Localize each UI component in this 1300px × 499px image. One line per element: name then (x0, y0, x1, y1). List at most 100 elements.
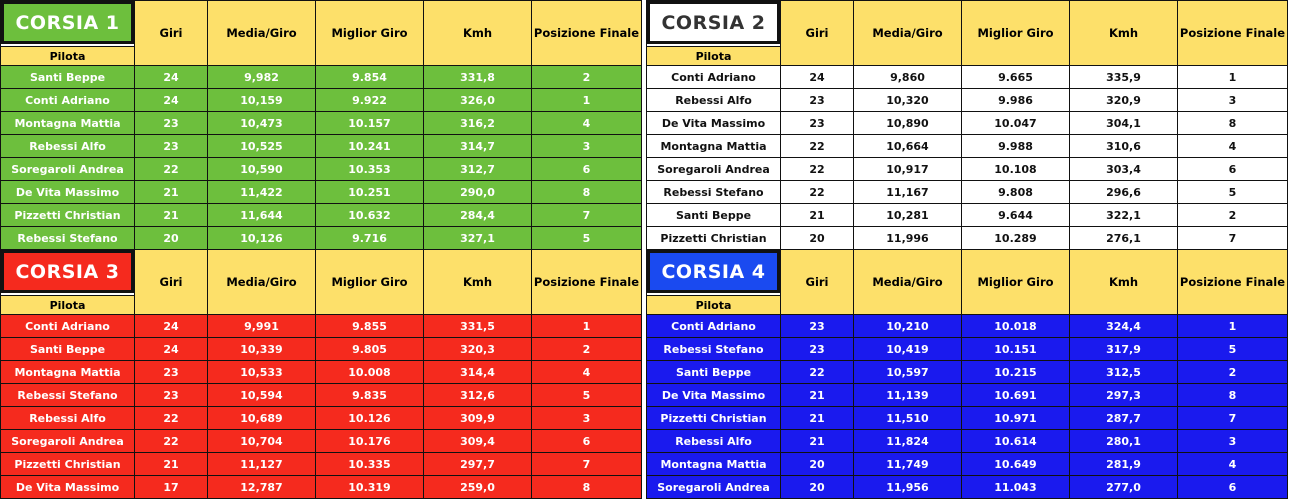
table-row: Montagna Mattia 23 10,473 10.157 316,2 4 (0, 111, 642, 135)
table-row: Soregaroli Andrea 20 11,956 11.043 277,0 6 (646, 475, 1288, 499)
cell-giri: 22 (780, 180, 854, 204)
header-giri: Giri (134, 0, 208, 66)
cell-posizione-finale: 4 (1177, 452, 1288, 476)
cell-kmh: 259,0 (423, 475, 532, 499)
table-row: Rebessi Alfo 23 10,320 9.986 320,9 3 (646, 88, 1288, 112)
cell-posizione-finale: 8 (1177, 383, 1288, 407)
cell-kmh: 276,1 (1069, 226, 1178, 250)
cell-posizione-finale: 1 (531, 88, 642, 112)
cell-media-giro: 12,787 (207, 475, 316, 499)
cell-posizione-finale: 7 (531, 203, 642, 227)
table-row: Pizzetti Christian 21 11,127 10.335 297,7 7 (0, 452, 642, 476)
cell-pilota: Pizzetti Christian (0, 452, 135, 476)
cell-pilota: Rebessi Stefano (0, 383, 135, 407)
header-media-giro: Media/Giro (853, 0, 962, 66)
cell-miglior-giro: 10.691 (961, 383, 1070, 407)
cell-giri: 21 (780, 406, 854, 430)
cell-miglior-giro: 10.632 (315, 203, 424, 227)
cell-giri: 24 (134, 65, 208, 89)
cell-kmh: 287,7 (1069, 406, 1178, 430)
lane-3-results-table: CORSIA 3 Giri Media/Giro Miglior Giro Km… (0, 249, 642, 499)
cell-giri: 21 (134, 180, 208, 204)
lane-title: CORSIA 1 (1, 1, 134, 44)
cell-giri: 23 (780, 314, 854, 338)
cell-posizione-finale: 1 (1177, 314, 1288, 338)
header-miglior-giro: Miglior Giro (315, 0, 424, 66)
cell-miglior-giro: 10.353 (315, 157, 424, 181)
lane-title: CORSIA 4 (647, 250, 780, 293)
cell-posizione-finale: 7 (1177, 226, 1288, 250)
cell-miglior-giro: 10.126 (315, 406, 424, 430)
header-pilota: Pilota (0, 46, 135, 66)
cell-posizione-finale: 2 (531, 65, 642, 89)
cell-pilota: De Vita Massimo (646, 111, 781, 135)
cell-giri: 22 (134, 429, 208, 453)
lane-2-results-table: CORSIA 2 Giri Media/Giro Miglior Giro Km… (646, 0, 1288, 250)
cell-miglior-giro: 10.241 (315, 134, 424, 158)
cell-giri: 21 (780, 429, 854, 453)
cell-giri: 23 (134, 134, 208, 158)
cell-kmh: 312,6 (423, 383, 532, 407)
cell-media-giro: 10,597 (853, 360, 962, 384)
cell-kmh: 316,2 (423, 111, 532, 135)
cell-posizione-finale: 3 (531, 406, 642, 430)
cell-posizione-finale: 7 (1177, 406, 1288, 430)
cell-miglior-giro: 11.043 (961, 475, 1070, 499)
table-row: De Vita Massimo 23 10,890 10.047 304,1 8 (646, 111, 1288, 135)
cell-posizione-finale: 3 (1177, 88, 1288, 112)
cell-pilota: Rebessi Alfo (646, 429, 781, 453)
table-row: Pizzetti Christian 21 11,644 10.632 284,4 7 (0, 203, 642, 227)
cell-kmh: 317,9 (1069, 337, 1178, 361)
cell-kmh: 322,1 (1069, 203, 1178, 227)
cell-posizione-finale: 3 (1177, 429, 1288, 453)
cell-pilota: Soregaroli Andrea (646, 475, 781, 499)
cell-kmh: 312,7 (423, 157, 532, 181)
cell-giri: 20 (780, 475, 854, 499)
cell-kmh: 309,4 (423, 429, 532, 453)
cell-kmh: 327,1 (423, 226, 532, 250)
cell-giri: 22 (780, 157, 854, 181)
cell-miglior-giro: 9.716 (315, 226, 424, 250)
cell-posizione-finale: 8 (531, 180, 642, 204)
header-pilota: Pilota (646, 295, 781, 315)
cell-media-giro: 11,167 (853, 180, 962, 204)
cell-kmh: 312,5 (1069, 360, 1178, 384)
table-row: Pizzetti Christian 20 11,996 10.289 276,1 7 (646, 226, 1288, 250)
cell-giri: 21 (780, 203, 854, 227)
table-row: Soregaroli Andrea 22 10,590 10.353 312,7 6 (0, 157, 642, 181)
cell-pilota: Rebessi Alfo (0, 406, 135, 430)
cell-miglior-giro: 9.835 (315, 383, 424, 407)
cell-pilota: Montagna Mattia (646, 452, 781, 476)
cell-posizione-finale: 5 (531, 383, 642, 407)
cell-kmh: 320,9 (1069, 88, 1178, 112)
cell-media-giro: 10,210 (853, 314, 962, 338)
cell-kmh: 304,1 (1069, 111, 1178, 135)
cell-giri: 21 (134, 452, 208, 476)
table-row: Santi Beppe 24 9,982 9.854 331,8 2 (0, 65, 642, 89)
cell-kmh: 320,3 (423, 337, 532, 361)
table-row: Soregaroli Andrea 22 10,917 10.108 303,4 6 (646, 157, 1288, 181)
cell-miglior-giro: 10.151 (961, 337, 1070, 361)
cell-posizione-finale: 5 (1177, 180, 1288, 204)
cell-posizione-finale: 8 (531, 475, 642, 499)
cell-media-giro: 10,704 (207, 429, 316, 453)
cell-giri: 23 (780, 88, 854, 112)
cell-media-giro: 11,422 (207, 180, 316, 204)
header-media-giro: Media/Giro (207, 0, 316, 66)
cell-media-giro: 10,126 (207, 226, 316, 250)
cell-pilota: Pizzetti Christian (0, 203, 135, 227)
cell-kmh: 303,4 (1069, 157, 1178, 181)
table-row: Santi Beppe 21 10,281 9.644 322,1 2 (646, 203, 1288, 227)
cell-media-giro: 9,991 (207, 314, 316, 338)
cell-media-giro: 10,159 (207, 88, 316, 112)
cell-media-giro: 9,860 (853, 65, 962, 89)
lane-title: CORSIA 3 (1, 250, 134, 293)
cell-miglior-giro: 10.614 (961, 429, 1070, 453)
cell-posizione-finale: 4 (1177, 134, 1288, 158)
cell-media-giro: 10,590 (207, 157, 316, 181)
cell-kmh: 314,4 (423, 360, 532, 384)
cell-media-giro: 11,749 (853, 452, 962, 476)
cell-giri: 24 (134, 88, 208, 112)
header-posizione-finale: Posizione Finale (1177, 0, 1288, 66)
cell-miglior-giro: 9.922 (315, 88, 424, 112)
